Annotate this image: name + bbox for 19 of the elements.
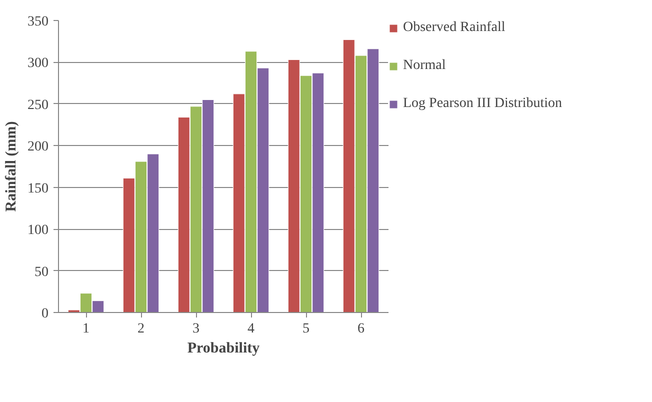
x-tick-label: 6 xyxy=(358,322,364,336)
y-tick-label: 0 xyxy=(42,306,48,322)
x-tick-label: 5 xyxy=(302,322,310,336)
y-tick-label: 100 xyxy=(28,223,48,238)
x-axis-title: Probability xyxy=(187,340,260,356)
y-tick-label: 350 xyxy=(28,14,48,30)
x-tick-label: 2 xyxy=(138,322,144,336)
y-tick-label: 200 xyxy=(28,140,48,155)
x-tick-label: 4 xyxy=(248,322,254,336)
y-tick-label: 300 xyxy=(28,56,48,72)
y-tick-label: 150 xyxy=(28,181,48,196)
y-tick-label: 250 xyxy=(28,98,48,113)
legend-label: Normal xyxy=(403,58,446,74)
legend-label: Observed Rainfall xyxy=(403,20,506,36)
y-axis-title: Rainfall (mm) xyxy=(4,121,20,212)
x-tick-label: 1 xyxy=(82,322,90,336)
x-tick-label: 3 xyxy=(192,322,200,336)
y-tick-label: 50 xyxy=(34,264,48,280)
legend-label: Log Pearson III Distribution xyxy=(403,96,562,112)
